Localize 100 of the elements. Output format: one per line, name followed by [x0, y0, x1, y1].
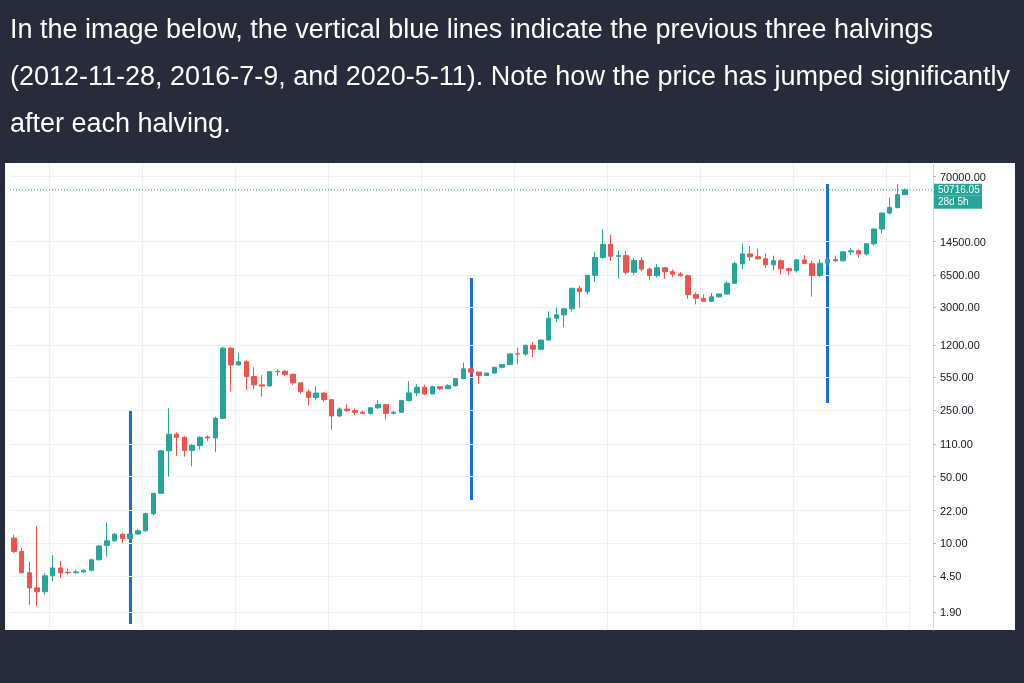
candlestick: [499, 363, 505, 369]
candlestick: [275, 368, 280, 377]
candlestick: [577, 285, 582, 309]
candlestick: [313, 385, 319, 401]
candlestick: [678, 271, 683, 278]
candlestick: [19, 547, 24, 574]
candlestick: [135, 528, 141, 536]
candlestick: [561, 307, 567, 328]
candlestick: [360, 410, 365, 415]
candlestick: [337, 406, 342, 418]
candlestick: [213, 416, 218, 453]
candlestick: [104, 521, 110, 558]
candlestick: [406, 380, 412, 403]
candlestick: [515, 346, 520, 365]
candlestick: [321, 391, 327, 403]
candlestick: [383, 403, 389, 421]
candlestick: [654, 263, 660, 279]
y-tick-label: 4.50: [940, 570, 962, 583]
candlestick: [11, 534, 17, 554]
candlestick: [554, 307, 559, 323]
candlestick: [538, 339, 544, 351]
y-tick-label: 3000.00: [940, 300, 980, 313]
candlestick: [530, 341, 536, 358]
candlestick: [58, 560, 63, 579]
candlestick: [352, 408, 358, 416]
candlestick: [143, 511, 148, 533]
y-tick-label: 1200.00: [940, 338, 980, 351]
candlestick: [112, 532, 117, 543]
candlestick: [290, 373, 296, 386]
candlestick: [662, 267, 668, 280]
candlestick: [34, 525, 40, 607]
candlestick: [685, 274, 691, 300]
candlestick: [747, 245, 753, 262]
candlestick: [189, 443, 195, 467]
candlestick: [42, 572, 48, 596]
chart-title: In the image below, the vertical blue lines indicate the previous three halvings (2012-11-28, 2016-7-9, and 2020-5-11). Note how the price has jumped significantly after each halving.: [10, 13, 1018, 138]
candlestick: [817, 258, 823, 278]
candlestick: [802, 254, 807, 265]
candlestick: [732, 260, 737, 284]
candlestick: [259, 374, 265, 398]
y-tick-label: 1.90: [940, 605, 962, 618]
y-tick-label: 550.00: [940, 371, 974, 384]
candlestick: [453, 377, 458, 388]
candlestick: [368, 406, 373, 416]
candlestick: [158, 449, 164, 494]
y-tick-label: 70000.00: [940, 170, 986, 183]
candlestick: [647, 267, 652, 281]
candlestick: [484, 372, 489, 377]
candlestick: [306, 388, 311, 406]
candlestick: [430, 385, 435, 395]
candlestick: [414, 383, 420, 397]
candlestick: [174, 431, 179, 457]
candlestick: [833, 255, 838, 263]
candlestick: [89, 558, 94, 572]
candlestick: [251, 366, 257, 390]
candlestick: [344, 403, 350, 413]
candlestick: [461, 362, 466, 380]
candlestick: [693, 291, 699, 305]
candlestick: [864, 242, 869, 257]
candlestick: [244, 359, 249, 391]
candlestick: [716, 293, 722, 299]
candlestick: [709, 292, 714, 303]
candlestick: [825, 256, 830, 267]
candlestick: [298, 381, 303, 395]
candlestick: [871, 228, 877, 247]
y-tick-label: 14500.00: [940, 235, 986, 248]
candlestick: [375, 399, 381, 410]
candlestick: [740, 243, 745, 270]
candlestick: [701, 294, 706, 303]
y-tick-label: 110.00: [940, 437, 973, 450]
candlestick: [166, 407, 172, 478]
candlestick: [840, 251, 846, 263]
candlestick: [546, 310, 551, 341]
text: 28d 5h: [938, 196, 969, 208]
candlestick: [236, 352, 241, 367]
candlestick: [228, 346, 234, 392]
candlestick: [724, 280, 730, 296]
candlestick: [282, 369, 288, 377]
candlestick: [600, 228, 606, 260]
candlestick: [623, 250, 629, 275]
candlestick: [848, 247, 854, 256]
candlestick: [329, 398, 334, 431]
candlestick: [592, 251, 598, 283]
y-tick-label: 6500.00: [940, 268, 980, 281]
candlestick: [492, 366, 497, 374]
candlestick: [523, 344, 528, 357]
candlestick: [786, 267, 792, 276]
candlestick: [476, 371, 482, 385]
candlestick: [569, 287, 575, 312]
candlestick: [616, 249, 621, 280]
candlestick: [391, 410, 396, 415]
candlestick: [151, 492, 156, 516]
candlestick: [127, 533, 133, 542]
candlestick: [771, 255, 776, 271]
candlestick: [639, 256, 644, 272]
candlestick: [422, 384, 427, 396]
candlestick: [763, 253, 768, 269]
candlestick: [65, 568, 71, 575]
candlestick: [205, 434, 210, 442]
candlestick: [50, 554, 55, 582]
